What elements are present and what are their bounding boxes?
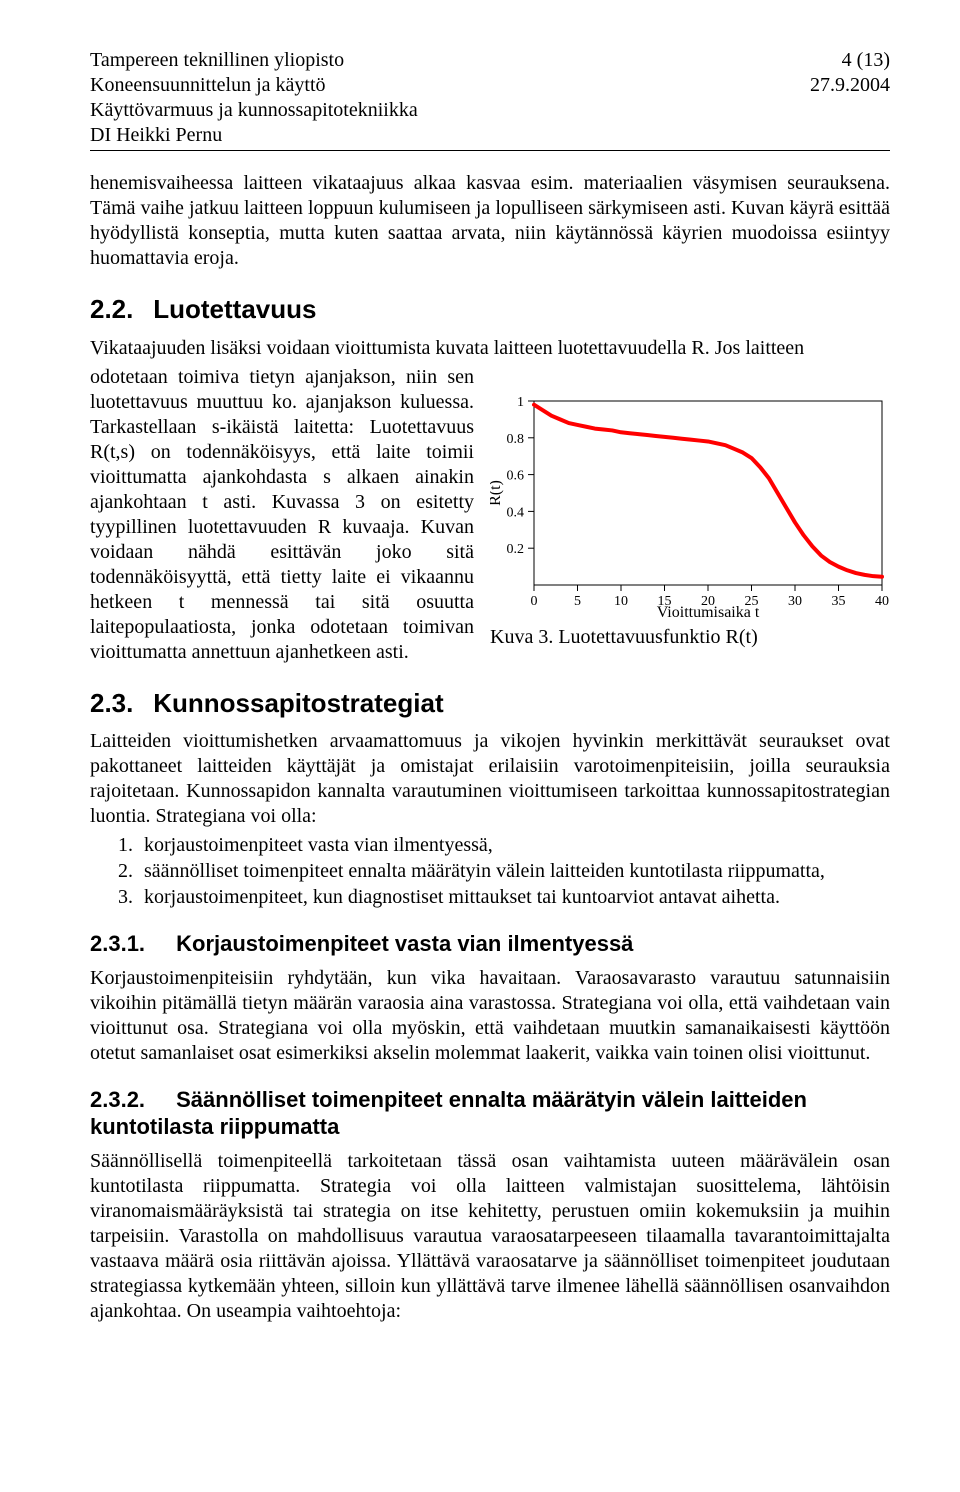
header-page: 4 (13) xyxy=(810,48,890,73)
s231-paragraph: Korjaustoimenpiteisiin ryhdytään, kun vi… xyxy=(90,966,890,1066)
svg-text:Vioittumisaika t: Vioittumisaika t xyxy=(657,604,760,619)
svg-text:0.4: 0.4 xyxy=(507,505,525,520)
text-figure-row: odotetaan toimiva tietyn ajanjakson, nii… xyxy=(90,365,890,665)
strategy-list: 1.korjaustoimenpiteet vasta vian ilmenty… xyxy=(118,833,890,910)
header-author: DI Heikki Pernu xyxy=(90,123,418,148)
heading-2-3: 2.3. Kunnossapitostrategiat xyxy=(90,687,890,720)
heading-2-3-2-title: Säännölliset toimenpiteet ennalta määrät… xyxy=(90,1087,807,1140)
list-item-text: korjaustoimenpiteet vasta vian ilmentyes… xyxy=(144,833,890,858)
heading-2-3-2: 2.3.2. Säännölliset toimenpiteet ennalta… xyxy=(90,1086,890,1141)
intro-paragraph: henemisvaiheessa laitteen vikataajuus al… xyxy=(90,171,890,271)
heading-2-3-1-title: Korjaustoimenpiteet vasta vian ilmentyes… xyxy=(176,931,633,956)
header-course: Käyttövarmuus ja kunnossapitotekniikka xyxy=(90,98,418,123)
svg-text:5: 5 xyxy=(574,594,581,609)
heading-2-3-num: 2.3. xyxy=(90,687,146,720)
s23-text: Laitteiden vioittumishetken arvaamattomu… xyxy=(90,729,890,829)
list-item-number: 1. xyxy=(118,833,144,858)
heading-2-2-num: 2.2. xyxy=(90,293,146,326)
list-item-text: korjaustoimenpiteet, kun diagnostiset mi… xyxy=(144,885,890,910)
header-left: Tampereen teknillinen yliopisto Koneensu… xyxy=(90,48,418,148)
list-item-number: 2. xyxy=(118,859,144,884)
s22-left-column: odotetaan toimiva tietyn ajanjakson, nii… xyxy=(90,365,474,665)
svg-text:10: 10 xyxy=(614,594,628,609)
svg-text:40: 40 xyxy=(875,594,889,609)
figure-3: 0.20.40.60.810510152025303540R(t)Vioittu… xyxy=(490,389,890,650)
header-org: Tampereen teknillinen yliopisto xyxy=(90,48,418,73)
header-dept: Koneensuunnittelun ja käyttö xyxy=(90,73,418,98)
s232-text: Säännöllisellä toimenpiteellä tarkoiteta… xyxy=(90,1149,890,1324)
figure-3-caption: Kuva 3. Luotettavuusfunktio R(t) xyxy=(490,625,890,650)
heading-2-2: 2.2. Luotettavuus xyxy=(90,293,890,326)
strategy-list-item: 3.korjaustoimenpiteet, kun diagnostiset … xyxy=(118,885,890,910)
header-right: 4 (13) 27.9.2004 xyxy=(810,48,890,148)
svg-text:1: 1 xyxy=(517,395,524,410)
intro-text: henemisvaiheessa laitteen vikataajuus al… xyxy=(90,171,890,271)
s22-left-text: odotetaan toimiva tietyn ajanjakson, nii… xyxy=(90,366,474,663)
svg-text:0.2: 0.2 xyxy=(507,542,525,557)
figure-column: 0.20.40.60.810510152025303540R(t)Vioittu… xyxy=(490,365,890,650)
s22-full-line: Vikataajuuden lisäksi voidaan vioittumis… xyxy=(90,336,890,361)
s231-text: Korjaustoimenpiteisiin ryhdytään, kun vi… xyxy=(90,966,890,1066)
heading-2-3-1-num: 2.3.1. xyxy=(90,930,170,958)
heading-2-3-title: Kunnossapitostrategiat xyxy=(153,688,443,718)
heading-2-3-2-num: 2.3.2. xyxy=(90,1086,170,1114)
svg-text:30: 30 xyxy=(788,594,802,609)
svg-text:0: 0 xyxy=(531,594,538,609)
page-header: Tampereen teknillinen yliopisto Koneensu… xyxy=(90,48,890,151)
heading-2-2-title: Luotettavuus xyxy=(153,294,316,324)
reliability-chart: 0.20.40.60.810510152025303540R(t)Vioittu… xyxy=(490,389,890,619)
s232-paragraph: Säännöllisellä toimenpiteellä tarkoiteta… xyxy=(90,1149,890,1324)
svg-text:R(t): R(t) xyxy=(490,480,504,506)
strategy-list-item: 1.korjaustoimenpiteet vasta vian ilmenty… xyxy=(118,833,890,858)
list-item-number: 3. xyxy=(118,885,144,910)
strategy-list-item: 2.säännölliset toimenpiteet ennalta määr… xyxy=(118,859,890,884)
header-date: 27.9.2004 xyxy=(810,73,890,98)
svg-text:0.6: 0.6 xyxy=(507,468,525,483)
s22-paragraph: Vikataajuuden lisäksi voidaan vioittumis… xyxy=(90,336,890,361)
s23-paragraph: Laitteiden vioittumishetken arvaamattomu… xyxy=(90,729,890,829)
svg-text:35: 35 xyxy=(832,594,846,609)
list-item-text: säännölliset toimenpiteet ennalta määrät… xyxy=(144,859,890,884)
svg-text:0.8: 0.8 xyxy=(507,431,525,446)
heading-2-3-1: 2.3.1. Korjaustoimenpiteet vasta vian il… xyxy=(90,930,890,958)
